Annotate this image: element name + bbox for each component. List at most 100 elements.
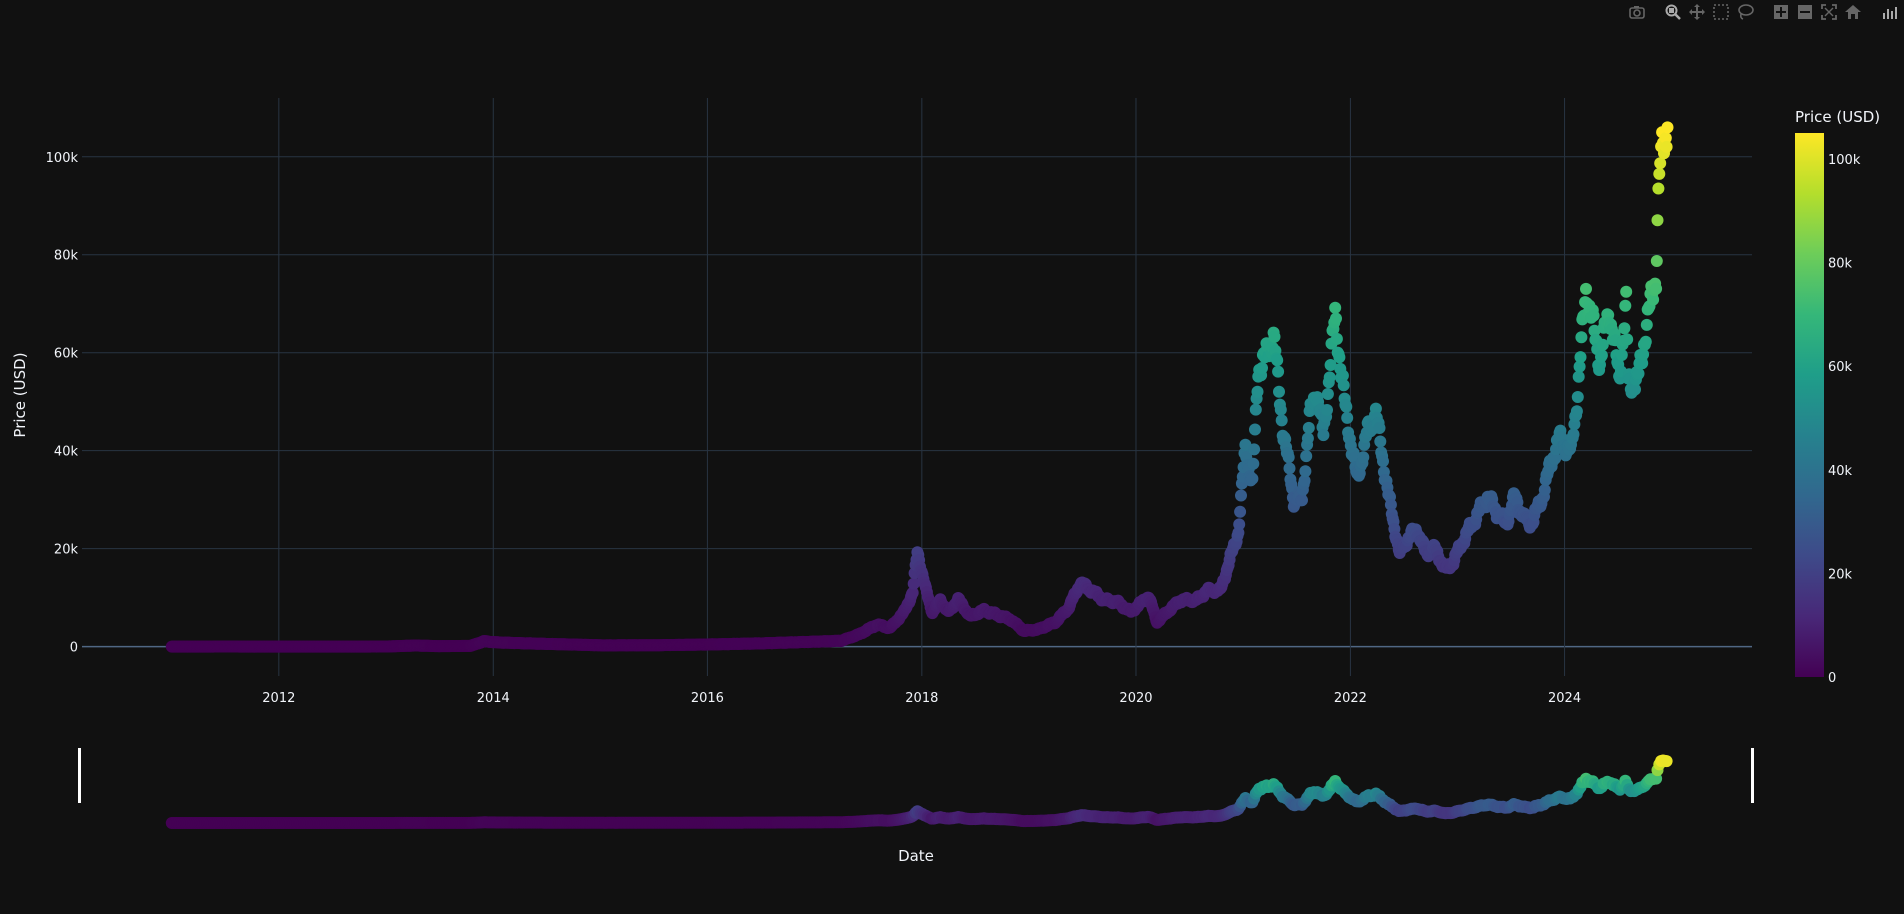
range-slider-right-handle[interactable] — [1751, 748, 1754, 803]
data-point[interactable] — [1629, 383, 1641, 396]
plotly-logo-icon — [1883, 7, 1897, 19]
data-point[interactable] — [1571, 391, 1584, 403]
data-point[interactable] — [1637, 348, 1650, 361]
data-point[interactable] — [906, 586, 919, 599]
lasso-select-button[interactable] — [1734, 2, 1756, 22]
data-point[interactable] — [1660, 140, 1673, 153]
x-tick-label: 2022 — [1334, 691, 1367, 706]
data-point[interactable] — [907, 577, 920, 590]
data-point[interactable] — [1337, 379, 1350, 392]
data-point[interactable] — [1369, 402, 1382, 415]
range-slider-left-handle[interactable] — [78, 748, 81, 803]
data-point[interactable] — [1357, 451, 1370, 464]
data-point[interactable] — [1636, 357, 1649, 370]
data-point[interactable] — [1620, 285, 1633, 298]
data-point[interactable] — [1640, 318, 1653, 331]
data-point[interactable] — [1273, 385, 1285, 398]
camera-button[interactable] — [1626, 2, 1648, 22]
data-point[interactable] — [1567, 428, 1580, 441]
data-point[interactable] — [1384, 498, 1397, 511]
data-point[interactable] — [1235, 489, 1247, 502]
data-point[interactable] — [1621, 333, 1634, 346]
data-point[interactable] — [1615, 349, 1628, 361]
zoom-out-button[interactable] — [1794, 2, 1816, 22]
data-point[interactable] — [1272, 365, 1285, 378]
data-point[interactable] — [1256, 362, 1268, 374]
data-point[interactable] — [1570, 405, 1583, 418]
data-point[interactable] — [1595, 349, 1608, 362]
data-point[interactable] — [1268, 330, 1281, 343]
grid-lines — [82, 98, 1752, 676]
data-point[interactable] — [1248, 443, 1261, 456]
data-point[interactable] — [1271, 354, 1284, 367]
data-point[interactable] — [1619, 299, 1632, 312]
data-point[interactable] — [1373, 422, 1386, 434]
data-point[interactable] — [1275, 414, 1288, 427]
autoscale-button[interactable] — [1818, 2, 1840, 22]
data-point[interactable] — [1247, 457, 1260, 470]
data-point[interactable] — [1575, 331, 1588, 344]
data-point[interactable] — [1301, 432, 1314, 445]
data-point[interactable] — [1651, 214, 1664, 227]
data-point[interactable] — [1374, 435, 1387, 448]
data-point[interactable] — [1317, 429, 1330, 442]
data-point[interactable] — [1249, 423, 1261, 436]
data-point[interactable] — [1572, 370, 1585, 383]
data-point[interactable] — [1538, 484, 1551, 496]
data-point[interactable] — [1283, 462, 1296, 475]
data-point[interactable] — [1596, 338, 1609, 351]
data-point[interactable] — [1618, 322, 1631, 335]
data-point[interactable] — [1653, 167, 1666, 180]
data-point[interactable] — [1296, 494, 1308, 507]
data-point[interactable] — [1324, 359, 1337, 371]
x-tick-label: 2018 — [905, 691, 938, 706]
data-point[interactable] — [1632, 367, 1645, 380]
data-point[interactable] — [1573, 360, 1586, 373]
data-point[interactable] — [1234, 505, 1247, 518]
data-point[interactable] — [1302, 421, 1315, 434]
data-point[interactable] — [1549, 452, 1562, 465]
pan-button[interactable] — [1686, 2, 1708, 22]
data-point[interactable] — [1341, 411, 1354, 424]
data-point[interactable] — [1588, 324, 1601, 337]
data-point[interactable] — [1300, 450, 1313, 463]
plotly-logo-button[interactable] — [1878, 2, 1900, 22]
colorbar-title: Price (USD) — [1795, 108, 1880, 126]
data-point[interactable] — [1587, 309, 1600, 322]
data-point[interactable] — [1654, 157, 1667, 170]
data-point[interactable] — [1647, 293, 1660, 306]
data-point[interactable] — [1377, 455, 1389, 468]
zoom-button[interactable] — [1662, 2, 1684, 22]
data-point[interactable] — [1336, 369, 1349, 382]
range-slider[interactable] — [78, 748, 1754, 829]
data-point[interactable] — [1233, 518, 1246, 531]
data-point[interactable] — [1580, 282, 1592, 295]
data-point[interactable] — [1330, 332, 1343, 345]
data-point[interactable] — [1650, 282, 1663, 295]
data-point[interactable] — [1652, 182, 1665, 195]
data-point[interactable] — [1251, 385, 1264, 398]
data-point[interactable] — [1661, 121, 1674, 134]
data-point[interactable] — [1323, 371, 1336, 384]
data-point[interactable] — [1246, 472, 1259, 485]
data-point[interactable] — [1329, 301, 1342, 314]
data-point[interactable] — [1274, 403, 1287, 416]
data-point[interactable] — [1639, 335, 1652, 348]
data-point[interactable] — [1282, 451, 1295, 464]
data-point[interactable] — [1321, 404, 1333, 416]
data-point[interactable] — [1333, 351, 1346, 364]
data-point[interactable] — [1298, 474, 1311, 487]
main-scatter-series[interactable] — [165, 121, 1674, 653]
data-point[interactable] — [1650, 255, 1663, 267]
box-select-button[interactable] — [1710, 2, 1732, 22]
data-point[interactable] — [1321, 388, 1334, 400]
zoom-in-button[interactable] — [1770, 2, 1792, 22]
data-point[interactable] — [1299, 465, 1312, 478]
data-point[interactable] — [1574, 351, 1587, 364]
data-point[interactable] — [1659, 132, 1672, 144]
data-point[interactable] — [1249, 403, 1262, 416]
data-point[interactable] — [1340, 400, 1353, 413]
data-point[interactable] — [1330, 312, 1342, 325]
reset-axes-button[interactable] — [1842, 2, 1864, 22]
